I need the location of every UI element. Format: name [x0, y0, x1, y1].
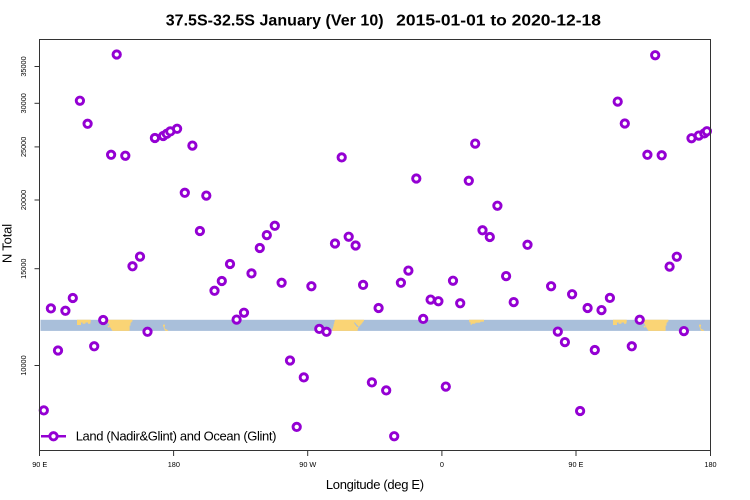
svg-text:90 E: 90 E [32, 460, 47, 469]
svg-text:15000: 15000 [19, 259, 28, 279]
svg-text:2015-01-01 to 2020-12-18: 2015-01-01 to 2020-12-18 [396, 13, 601, 30]
svg-text:30000: 30000 [19, 93, 28, 113]
svg-text:Longitude (deg E): Longitude (deg E) [326, 477, 424, 492]
svg-text:180: 180 [168, 460, 180, 469]
svg-text:N Total: N Total [0, 224, 14, 263]
svg-text:Land (Nadir&Glint) and Ocean (: Land (Nadir&Glint) and Ocean (Glint) [76, 429, 277, 444]
svg-text:180: 180 [704, 460, 716, 469]
svg-text:25000: 25000 [19, 137, 28, 157]
svg-text:35000: 35000 [19, 56, 28, 76]
svg-text:90 W: 90 W [299, 460, 316, 469]
svg-text:37.5S-32.5S January (Ver 10): 37.5S-32.5S January (Ver 10) [166, 13, 384, 30]
svg-text:20000: 20000 [19, 190, 28, 210]
svg-text:90 E: 90 E [568, 460, 583, 469]
svg-text:0: 0 [440, 460, 444, 469]
svg-text:10000: 10000 [19, 355, 28, 375]
